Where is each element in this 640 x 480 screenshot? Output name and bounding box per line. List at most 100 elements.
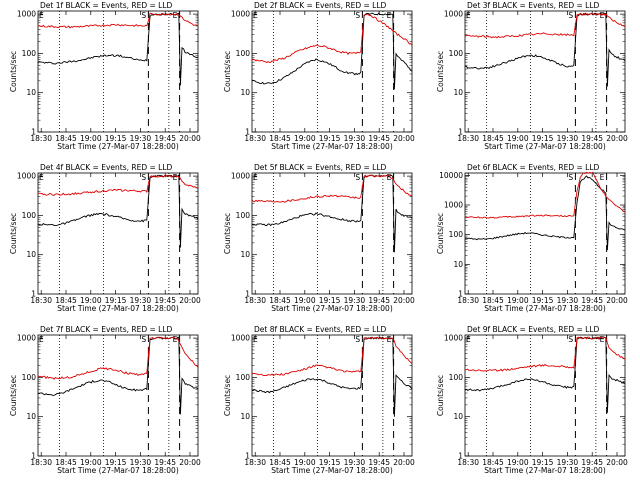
- series-lld-line: [251, 336, 413, 377]
- series-events-line: [251, 174, 413, 253]
- x-tick-label: 19:30: [344, 296, 366, 305]
- series-lld-line: [251, 174, 413, 203]
- x-axis-label: Start Time (27-Mar-07 18:28:00): [57, 466, 179, 475]
- x-tick-label: 20:00: [606, 134, 628, 143]
- event-marker-label: E: [39, 11, 44, 20]
- y-tick-label: 1000: [17, 172, 36, 181]
- series-events-line: [464, 336, 626, 413]
- x-tick-label: 20:00: [393, 134, 415, 143]
- x-tick-label: 19:45: [368, 296, 390, 305]
- x-tick-label: 19:30: [130, 134, 152, 143]
- series-events-line: [464, 12, 626, 87]
- series-events-line: [37, 336, 199, 415]
- x-tick-label: 18:45: [55, 134, 77, 143]
- y-tick-label: 10: [453, 260, 463, 269]
- panel-6: Det 6f BLACK = Events, RED = LLD 1 10 100 10…: [436, 163, 628, 313]
- plot-frame: [37, 334, 199, 457]
- plot-frame: [251, 172, 413, 295]
- x-tick-label: 19:45: [581, 458, 603, 467]
- event-marker-label: S: [355, 11, 360, 20]
- event-marker-label: E: [173, 11, 178, 20]
- series-events-line: [251, 336, 413, 417]
- y-tick-label: 10: [26, 412, 36, 421]
- panel-title: Det 2f BLACK = Events, RED = LLD: [254, 1, 387, 10]
- y-tick-label: 1: [245, 290, 250, 299]
- y-tick-label: 1: [245, 452, 250, 461]
- panel-1: Det 1f BLACK = Events, RED = LLD 1 10 100 10…: [9, 1, 201, 151]
- y-tick-label: 100: [449, 373, 464, 382]
- y-tick-label: 1000: [231, 334, 250, 343]
- series-events-line: [37, 12, 199, 86]
- x-tick-label: 18:30: [244, 134, 266, 143]
- event-marker-label: E: [600, 173, 605, 182]
- y-tick-label: 1: [31, 452, 36, 461]
- panel-2: Det 2f BLACK = Events, RED = LLD 1 10 100 10…: [223, 1, 415, 151]
- event-marker-label: E: [173, 173, 178, 182]
- x-tick-label: 18:45: [55, 296, 77, 305]
- x-tick-label: 19:15: [532, 458, 554, 467]
- y-axis-label: Counts/sec: [436, 213, 445, 254]
- x-tick-label: 19:15: [532, 134, 554, 143]
- plot-frame: [464, 10, 626, 133]
- series-lld-line: [37, 336, 199, 380]
- plot-frame: [251, 334, 413, 457]
- x-tick-label: 19:15: [105, 134, 127, 143]
- panel-9: Det 9f BLACK = Events, RED = LLD 1 10 100 10…: [436, 325, 628, 475]
- x-tick-label: 18:45: [482, 296, 504, 305]
- x-tick-label: 19:00: [507, 296, 529, 305]
- x-axis-label: Start Time (27-Mar-07 18:28:00): [57, 304, 179, 313]
- x-tick-label: 20:00: [179, 458, 201, 467]
- x-axis-label: Start Time (27-Mar-07 18:28:00): [271, 304, 393, 313]
- x-tick-label: 19:45: [154, 134, 176, 143]
- x-tick-label: 19:30: [557, 458, 579, 467]
- x-tick-label: 18:30: [30, 134, 52, 143]
- x-tick-label: 19:15: [532, 296, 554, 305]
- event-marker-label: E: [39, 335, 44, 344]
- x-tick-label: 19:45: [581, 296, 603, 305]
- x-tick-label: 18:30: [457, 296, 479, 305]
- x-tick-label: 20:00: [393, 458, 415, 467]
- y-tick-label: 100: [449, 49, 464, 58]
- plot-frame: [37, 10, 199, 133]
- event-marker-label: S: [355, 335, 360, 344]
- y-tick-label: 10: [453, 88, 463, 97]
- y-axis-label: Counts/sec: [223, 375, 232, 416]
- x-axis-label: Start Time (27-Mar-07 18:28:00): [484, 304, 606, 313]
- x-tick-label: 19:00: [80, 134, 102, 143]
- x-tick-label: 19:15: [319, 134, 341, 143]
- panel-8: Det 8f BLACK = Events, RED = LLD 1 10 100 10…: [223, 325, 415, 475]
- x-tick-label: 20:00: [393, 296, 415, 305]
- x-axis-label: Start Time (27-Mar-07 18:28:00): [57, 142, 179, 151]
- x-axis-label: Start Time (27-Mar-07 18:28:00): [271, 466, 393, 475]
- x-tick-label: 19:00: [80, 296, 102, 305]
- series-lld-line: [464, 336, 626, 372]
- x-axis-label: Start Time (27-Mar-07 18:28:00): [484, 142, 606, 151]
- x-tick-label: 18:45: [269, 134, 291, 143]
- y-tick-label: 10: [240, 250, 250, 259]
- y-tick-label: 100: [236, 49, 251, 58]
- y-tick-label: 100: [22, 373, 37, 382]
- series-events-line: [37, 174, 199, 248]
- panel-title: Det 9f BLACK = Events, RED = LLD: [467, 325, 600, 334]
- y-tick-label: 100: [22, 49, 37, 58]
- x-tick-label: 18:30: [457, 134, 479, 143]
- x-tick-label: 19:15: [319, 296, 341, 305]
- x-tick-label: 19:30: [344, 134, 366, 143]
- panel-title: Det 5f BLACK = Events, RED = LLD: [254, 163, 387, 172]
- y-tick-label: 1000: [17, 334, 36, 343]
- y-tick-label: 1: [31, 290, 36, 299]
- event-marker-label: E: [600, 11, 605, 20]
- y-tick-label: 10: [240, 412, 250, 421]
- y-tick-label: 100: [22, 211, 37, 220]
- x-tick-label: 20:00: [606, 296, 628, 305]
- y-tick-label: 1000: [444, 10, 463, 19]
- panel-3: Det 3f BLACK = Events, RED = LLD 1 10 100 10…: [436, 1, 628, 151]
- y-axis-label: Counts/sec: [9, 51, 18, 92]
- y-tick-label: 100: [449, 230, 464, 239]
- event-marker-label: S: [141, 173, 146, 182]
- y-axis-label: Counts/sec: [223, 51, 232, 92]
- event-marker-label: E: [387, 173, 392, 182]
- panel-title: Det 3f BLACK = Events, RED = LLD: [467, 1, 600, 10]
- y-axis-label: Counts/sec: [436, 51, 445, 92]
